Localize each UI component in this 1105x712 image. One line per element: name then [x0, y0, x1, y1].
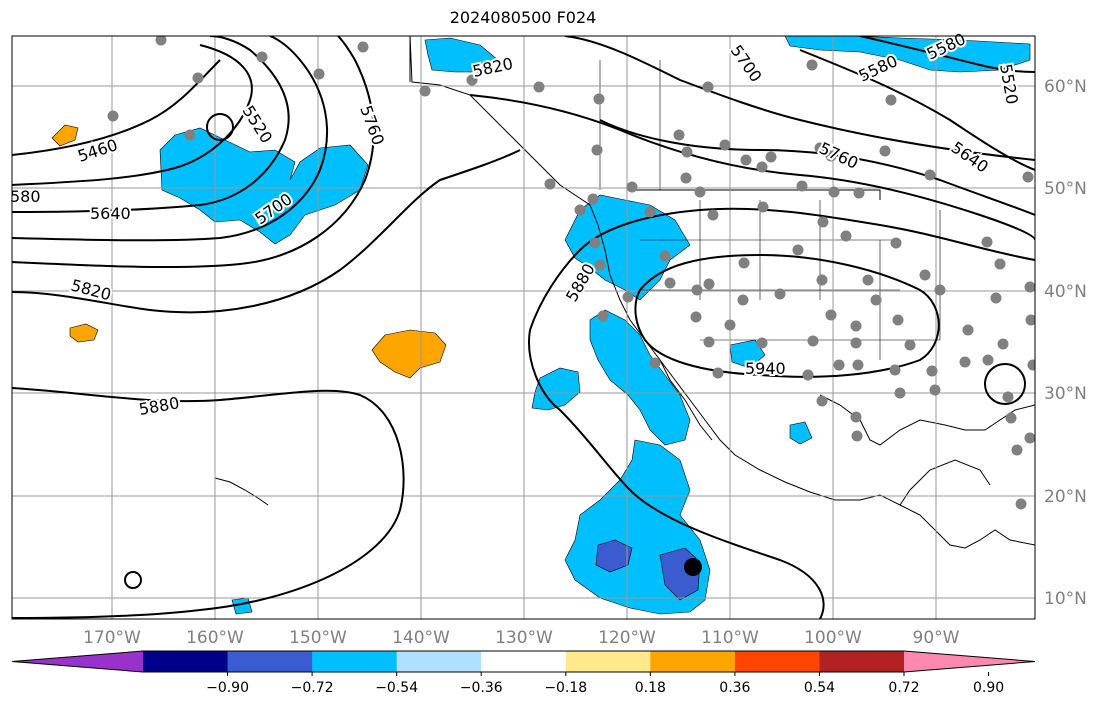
lat-label-20n: 20°N	[1044, 487, 1087, 507]
colorbar-segment	[396, 651, 482, 672]
lat-label-30n: 30°N	[1044, 384, 1087, 404]
lon-label-120w: 120°W	[598, 628, 656, 648]
contour-5580-north	[859, 36, 1035, 73]
lon-label-100w: 100°W	[804, 628, 862, 648]
colorbar-segment	[481, 651, 567, 672]
lon-label-150w: 150°W	[289, 628, 347, 648]
lon-label-170w: 170°W	[83, 628, 141, 648]
map-frame	[11, 35, 1036, 620]
contour-5820-north	[469, 94, 1035, 241]
colorbar-tick-label: 0.18	[635, 680, 666, 696]
contour-5940	[634, 253, 940, 378]
pacific-small-negative-area	[531, 367, 581, 411]
tropical-deep-negative-area	[595, 539, 633, 573]
colorbar-tick-label: −0.36	[460, 680, 503, 696]
alaska-negative-area	[424, 37, 499, 73]
colorbar-tick-label: 0.90	[973, 680, 1004, 696]
colorbar-segment	[650, 651, 736, 672]
lat-label-10n: 10°N	[1044, 589, 1087, 609]
lon-label-110w: 110°W	[701, 628, 759, 648]
colorbar-segment	[734, 651, 820, 672]
pacific-positive-area	[371, 329, 447, 379]
colorbar: −0.90 −0.72 −0.54 −0.36 −0.18 0.18 0.36 0.54 0.7…	[11, 650, 1036, 696]
small-negative-2	[789, 421, 813, 445]
contour-small-low	[206, 113, 234, 141]
lon-label-90w: 90°W	[913, 628, 960, 648]
small-negative-1	[729, 339, 766, 369]
lon-label-130w: 130°W	[495, 628, 553, 648]
colorbar-extend-low	[12, 651, 143, 672]
map-title: 2024080500 F024	[449, 8, 597, 27]
height-contours	[12, 36, 1035, 619]
positive-anomaly-areas	[51, 124, 447, 379]
colorbar-extend-high	[904, 651, 1035, 672]
contour-small-high	[124, 571, 142, 589]
colorbar-tick-label: 0.36	[719, 680, 750, 696]
contour-5640-north	[799, 49, 1035, 171]
lat-label-60n: 60°N	[1044, 77, 1087, 97]
yucatan-coast	[899, 459, 991, 506]
contour-5640	[12, 36, 290, 213]
contour-5880-east	[529, 207, 1035, 331]
contour-label-580: 580	[10, 187, 41, 206]
map-panel	[12, 36, 1035, 619]
graticule	[12, 36, 1035, 619]
latitude-labels: 60°N 50°N 40°N 30°N 20°N 10°N	[1044, 77, 1087, 609]
contour-label-5940: 5940	[745, 359, 786, 378]
colorbar-segment	[819, 651, 905, 672]
admin-boundaries	[599, 60, 941, 360]
north-america-coast	[409, 36, 1035, 549]
baja-negative-area	[589, 309, 691, 446]
colorbar-segment	[143, 651, 229, 672]
colorbar-tick-label: 0.72	[888, 680, 919, 696]
colorbar-outline	[11, 650, 1036, 673]
colorbar-tick-label: 0.54	[804, 680, 835, 696]
colorbar-segment	[312, 651, 398, 672]
contour-florida-ring	[984, 363, 1026, 405]
contour-5820	[12, 149, 521, 314]
lon-label-160w: 160°W	[186, 628, 244, 648]
contour-5760	[12, 36, 375, 269]
colorbar-tick-label: −0.18	[544, 680, 587, 696]
colorbar-tick-label: −0.54	[375, 680, 418, 696]
contour-5700	[12, 36, 329, 242]
lat-label-40n: 40°N	[1044, 282, 1087, 302]
small-positive-area	[69, 323, 99, 343]
colorbar-segment	[227, 651, 313, 672]
hawaii	[214, 477, 269, 506]
colorbar-segment	[565, 651, 651, 672]
contour-5880-south	[528, 329, 825, 619]
lon-label-140w: 140°W	[392, 628, 450, 648]
longitude-labels: 170°W 160°W 150°W 140°W 130°W 120°W 110°…	[83, 628, 960, 648]
contour-label-5640: 5640	[90, 204, 131, 223]
colorbar-tick-label: −0.90	[206, 680, 249, 696]
small-negative-3	[231, 597, 253, 615]
lat-label-50n: 50°N	[1044, 179, 1087, 199]
coastlines	[214, 36, 1035, 549]
contour-5760-north	[599, 119, 1035, 216]
colorbar-tick-label: −0.72	[291, 680, 334, 696]
contour-5880	[12, 387, 405, 619]
contour-5580	[12, 44, 253, 186]
gulf-alaska-negative-area	[159, 127, 369, 245]
baja-coast	[659, 359, 713, 441]
bering-positive-area	[51, 124, 79, 147]
storm-center-marker	[684, 558, 702, 576]
contour-5700-north	[564, 36, 1035, 161]
us-canada-border	[630, 189, 881, 200]
station-markers	[107, 36, 1035, 510]
